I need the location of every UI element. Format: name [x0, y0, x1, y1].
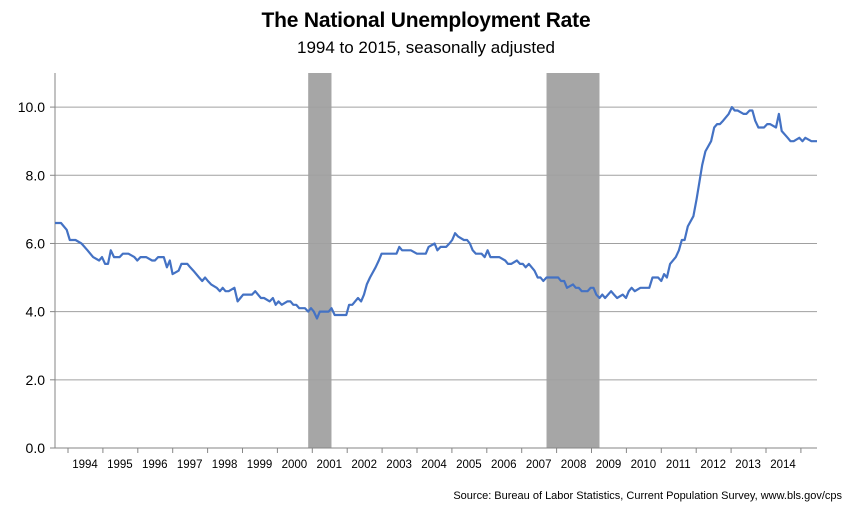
x-tick-label-1995: 1995: [107, 459, 133, 471]
x-tick-label-2008: 2008: [561, 459, 587, 471]
y-tick-label-2.0: 2.0: [26, 372, 46, 388]
x-tick-label-2011: 2011: [666, 459, 691, 471]
source-note: Source: Bureau of Labor Statistics, Curr…: [453, 490, 842, 502]
x-tick-label-2005: 2005: [456, 459, 482, 471]
x-tick-label-1998: 1998: [212, 459, 238, 471]
x-tick-label-2012: 2012: [700, 459, 726, 471]
x-tick-label-1996: 1996: [142, 459, 168, 471]
x-tick-label-2001: 2001: [317, 459, 343, 471]
x-tick-label-2004: 2004: [421, 459, 447, 471]
recession-band-1: [308, 73, 332, 448]
y-tick-label-10.0: 10.0: [18, 99, 45, 115]
x-tick-label-2009: 2009: [596, 459, 622, 471]
x-tick-label-2006: 2006: [491, 459, 517, 471]
x-tick-label-2002: 2002: [351, 459, 377, 471]
y-tick-label-0.0: 0.0: [26, 440, 46, 456]
x-tick-label-2003: 2003: [386, 459, 412, 471]
y-tick-label-4.0: 4.0: [26, 304, 46, 320]
y-tick-label-6.0: 6.0: [26, 235, 46, 251]
chart-subtitle: 1994 to 2015, seasonally adjusted: [296, 38, 556, 57]
x-tick-label-2007: 2007: [526, 459, 552, 471]
chart-title: The National Unemployment Rate: [261, 9, 591, 32]
x-tick-label-2014: 2014: [770, 459, 796, 471]
series-line-1: [55, 106, 817, 320]
x-tick-label-2000: 2000: [282, 459, 308, 471]
y-tick-label-8.0: 8.0: [26, 167, 46, 183]
x-tick-label-2010: 2010: [631, 459, 657, 471]
x-tick-label-1999: 1999: [247, 459, 273, 471]
recession-band-2: [546, 73, 600, 448]
x-tick-label-1994: 1994: [72, 459, 98, 471]
x-tick-label-2013: 2013: [735, 459, 761, 471]
x-tick-label-1997: 1997: [177, 459, 203, 471]
